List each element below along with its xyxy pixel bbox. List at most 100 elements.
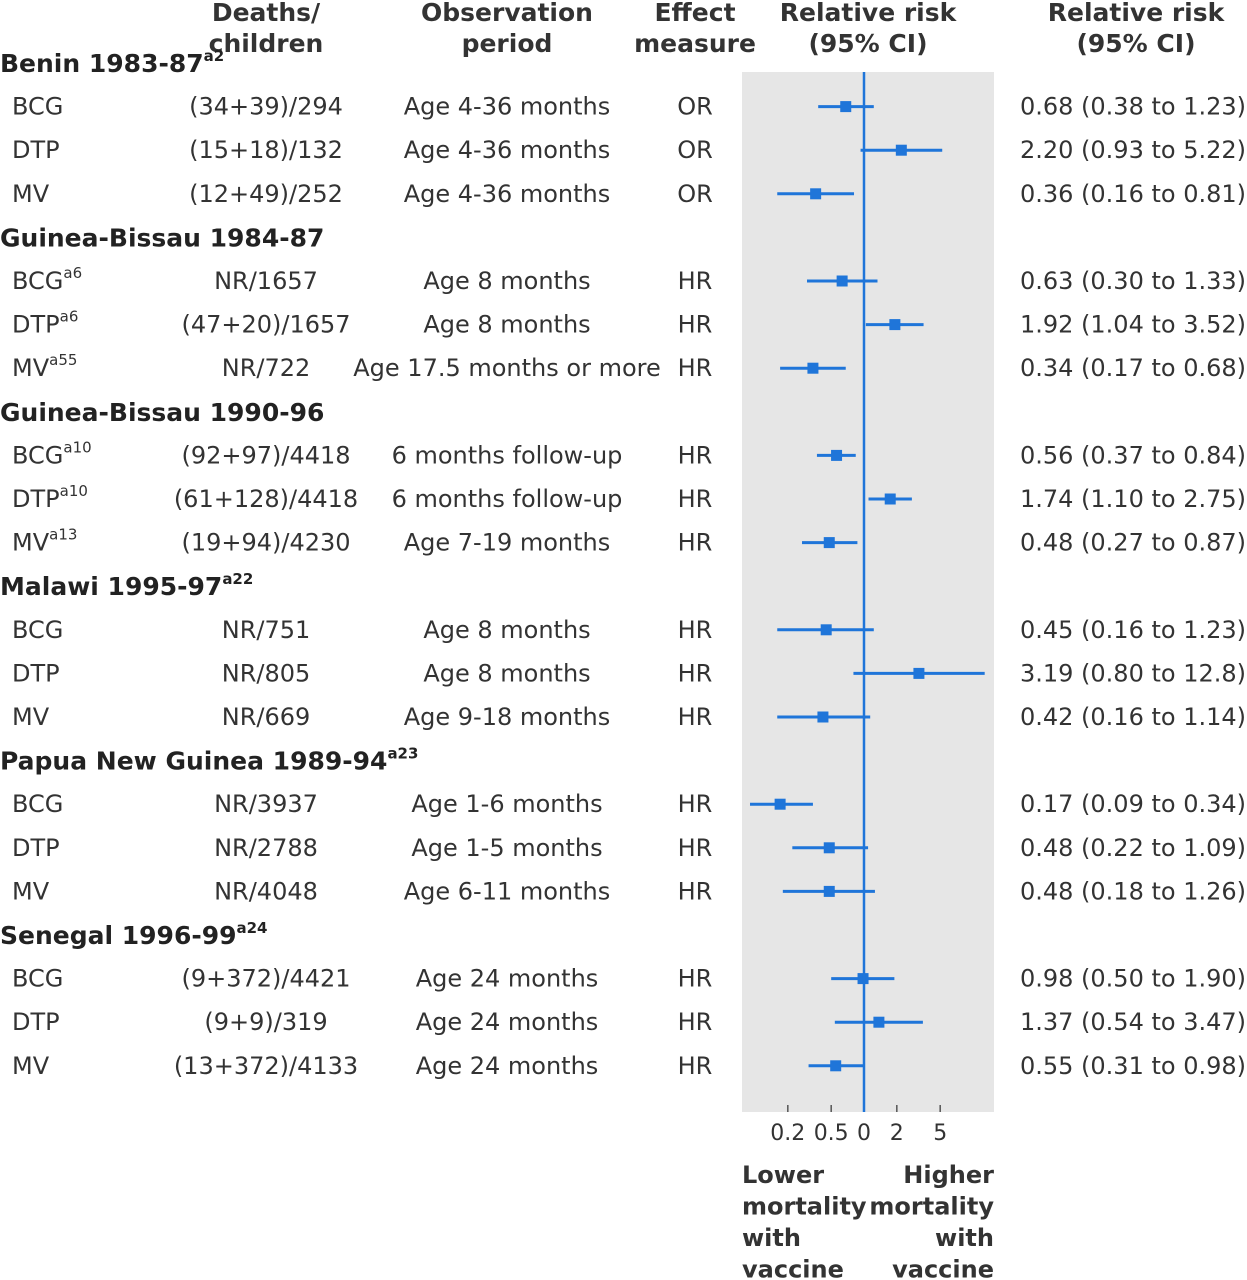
group-title-text: Benin 1983-87 (0, 49, 204, 78)
vaccine-label-text: DTP (12, 659, 60, 687)
effect-measure-cell: OR (677, 93, 713, 121)
deaths-children-cell: NR/751 (222, 616, 311, 644)
vaccine-label: BCG (12, 965, 63, 993)
relative-risk-value: 0.34 (0.17 to 0.68) (1020, 354, 1246, 382)
effect-measure-cell: HR (678, 616, 713, 644)
vaccine-label: BCG (12, 790, 63, 818)
deaths-children-cell: NR/669 (222, 703, 311, 731)
relative-risk-value: 1.92 (1.04 to 3.52) (1020, 311, 1246, 339)
deaths-children-cell: (19+94)/4230 (181, 529, 350, 557)
group-title-superscript: a24 (237, 919, 268, 937)
lower-mortality-label: mortality (742, 1193, 867, 1221)
observation-period-cell: Age 1-5 months (411, 834, 602, 862)
relative-risk-value: 0.48 (0.27 to 0.87) (1020, 529, 1246, 557)
deaths-children-cell: (12+49)/252 (189, 180, 343, 208)
point-estimate-marker (820, 624, 832, 636)
relative-risk-value: 0.42 (0.16 to 1.14) (1020, 703, 1246, 731)
effect-measure-cell: OR (677, 136, 713, 164)
vaccine-label-superscript: a10 (60, 482, 88, 500)
point-estimate-marker (823, 537, 835, 549)
group-title-text: Papua New Guinea 1989-94 (0, 747, 387, 776)
effect-measure-cell: HR (678, 790, 713, 818)
point-estimate-marker (774, 798, 786, 810)
vaccine-label-text: BCG (12, 93, 63, 121)
vaccine-label-superscript: a6 (60, 308, 79, 326)
relative-risk-value: 1.74 (1.10 to 2.75) (1020, 485, 1246, 513)
x-tick-label: 5 (933, 1121, 947, 1146)
observation-period-cell: Age 8 months (423, 659, 590, 687)
observation-period-cell: Age 24 months (416, 1008, 599, 1036)
deaths-children-cell: NR/805 (222, 659, 311, 687)
vaccine-label: DTP (12, 659, 60, 687)
vaccine-label-text: BCG (12, 965, 63, 993)
vaccine-label-text: MV (12, 354, 50, 382)
vaccine-label-text: DTP (12, 485, 60, 513)
deaths-children-cell: NR/2788 (214, 834, 318, 862)
vaccine-label-text: MV (12, 877, 50, 905)
vaccine-label: BCG (12, 93, 63, 121)
observation-period-cell: Age 8 months (423, 311, 590, 339)
observation-period-cell: Age 4-36 months (404, 93, 611, 121)
effect-measure-cell: HR (678, 354, 713, 382)
vaccine-label-text: BCG (12, 267, 63, 295)
plot-panel (742, 72, 994, 1112)
point-estimate-marker (823, 842, 835, 854)
point-estimate-marker (817, 711, 829, 723)
relative-risk-value: 0.98 (0.50 to 1.90) (1020, 965, 1246, 993)
group-title: Benin 1983-87a2 (0, 47, 224, 78)
x-tick-label: 0.5 (814, 1121, 849, 1146)
relative-risk-value: 0.48 (0.18 to 1.26) (1020, 877, 1246, 905)
group-title-superscript: a2 (204, 47, 225, 65)
deaths-children-cell: NR/722 (222, 354, 311, 382)
vaccine-label-superscript: a6 (63, 264, 82, 282)
deaths-children-cell: NR/4048 (214, 877, 318, 905)
point-estimate-marker (810, 188, 822, 200)
header-relative_risk_text-line1: Relative risk (1048, 0, 1226, 27)
observation-period-cell: Age 17.5 months or more (353, 354, 661, 382)
observation-period-cell: Age 4-36 months (404, 180, 611, 208)
observation-period-cell: Age 8 months (423, 267, 590, 295)
observation-period-cell: Age 6-11 months (404, 877, 611, 905)
vaccine-label-superscript: a55 (49, 351, 77, 369)
vaccine-label-text: DTP (12, 834, 60, 862)
observation-period-cell: Age 7-19 months (404, 529, 611, 557)
plot-marks (750, 72, 985, 1112)
relative-risk-value: 0.68 (0.38 to 1.23) (1020, 93, 1246, 121)
higher-mortality-label: Higher (903, 1161, 994, 1189)
relative-risk-value: 1.37 (0.54 to 3.47) (1020, 1008, 1246, 1036)
effect-measure-cell: HR (678, 834, 713, 862)
vaccine-label: MV (12, 1052, 50, 1080)
effect-measure-cell: HR (678, 703, 713, 731)
observation-period-cell: Age 4-36 months (404, 136, 611, 164)
header-relative_risk_plot-line1: Relative risk (780, 0, 958, 27)
header-deaths_children-line1: Deaths/ (212, 0, 321, 27)
point-estimate-marker (836, 275, 848, 287)
deaths-children-cell: (92+97)/4418 (181, 441, 350, 469)
vaccine-label: DTPa6 (12, 308, 78, 339)
point-estimate-marker (840, 101, 852, 113)
header-relative_risk_text-line2: (95% CI) (1076, 29, 1195, 58)
effect-measure-cell: HR (678, 311, 713, 339)
axis-footer: Lower mortality with vaccine Higher mortality… (742, 1161, 994, 1280)
deaths-children-cell: (34+39)/294 (189, 93, 343, 121)
deaths-children-cell: (9+9)/319 (204, 1008, 327, 1036)
lower-mortality-label: Lower (742, 1161, 824, 1189)
vaccine-label: BCGa6 (12, 264, 82, 295)
point-estimate-marker (830, 1060, 842, 1072)
vaccine-label-text: BCG (12, 616, 63, 644)
x-tick-label: 0.2 (770, 1121, 805, 1146)
vaccine-label-superscript: a13 (49, 526, 77, 544)
group-title-text: Senegal 1996-99 (0, 921, 237, 950)
higher-mortality-label: vaccine (892, 1256, 994, 1280)
relative-risk-value: 0.56 (0.37 to 0.84) (1020, 441, 1246, 469)
higher-mortality-label: mortality (869, 1193, 994, 1221)
effect-measure-cell: OR (677, 180, 713, 208)
vaccine-label: MVa13 (12, 526, 77, 557)
group-title-superscript: a22 (222, 570, 253, 588)
observation-period-cell: 6 months follow-up (392, 441, 623, 469)
group-title-text: Guinea-Bissau 1984-87 (0, 223, 324, 252)
relative-risk-value: 0.55 (0.31 to 0.98) (1020, 1052, 1246, 1080)
relative-risk-value: 0.45 (0.16 to 1.23) (1020, 616, 1246, 644)
